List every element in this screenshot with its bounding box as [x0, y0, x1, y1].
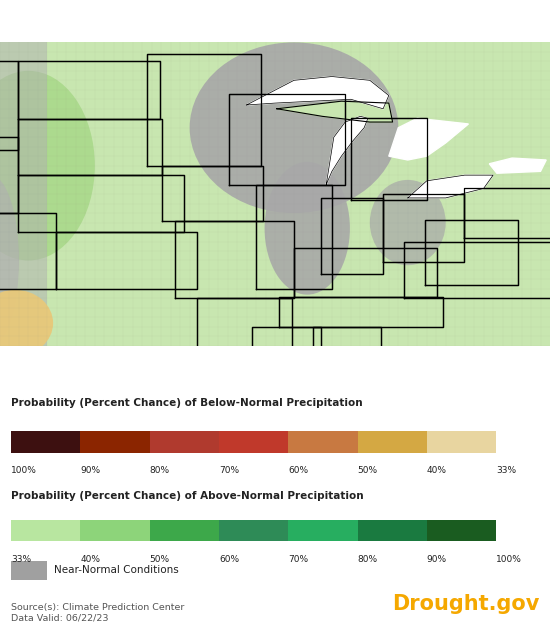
Text: 70%: 70%	[288, 555, 309, 564]
FancyBboxPatch shape	[11, 520, 80, 541]
FancyBboxPatch shape	[11, 561, 47, 580]
Polygon shape	[246, 76, 389, 109]
FancyBboxPatch shape	[288, 520, 358, 541]
FancyBboxPatch shape	[358, 520, 427, 541]
FancyBboxPatch shape	[80, 520, 150, 541]
Polygon shape	[408, 175, 493, 198]
Polygon shape	[326, 116, 368, 184]
FancyBboxPatch shape	[358, 431, 427, 452]
Text: 40%: 40%	[80, 555, 100, 564]
Ellipse shape	[0, 175, 19, 346]
Text: Drought.gov: Drought.gov	[392, 594, 539, 614]
Text: 50%: 50%	[150, 555, 170, 564]
Text: 100%: 100%	[11, 466, 37, 475]
Text: 80%: 80%	[358, 555, 378, 564]
Text: Probability (Percent Chance) of Below-Normal Precipitation: Probability (Percent Chance) of Below-No…	[11, 398, 362, 408]
FancyBboxPatch shape	[80, 431, 150, 452]
Ellipse shape	[0, 71, 95, 261]
Polygon shape	[389, 118, 469, 160]
Text: Probability (Percent Chance) of Above-Normal Precipitation: Probability (Percent Chance) of Above-No…	[11, 491, 364, 501]
FancyBboxPatch shape	[150, 431, 219, 452]
Polygon shape	[490, 158, 546, 173]
FancyBboxPatch shape	[427, 520, 496, 541]
Text: 33%: 33%	[496, 466, 516, 475]
Text: 60%: 60%	[288, 466, 309, 475]
FancyBboxPatch shape	[219, 520, 288, 541]
Text: 80%: 80%	[150, 466, 170, 475]
FancyBboxPatch shape	[427, 431, 496, 452]
Text: 100%: 100%	[496, 555, 522, 564]
Ellipse shape	[0, 290, 53, 356]
Text: 60%: 60%	[219, 555, 239, 564]
Text: Near-Normal Conditions: Near-Normal Conditions	[54, 566, 179, 576]
Text: Source(s): Climate Prediction Center
Data Valid: 06/22/23: Source(s): Climate Prediction Center Dat…	[11, 602, 184, 622]
Text: 70%: 70%	[219, 466, 239, 475]
Text: 40%: 40%	[427, 466, 447, 475]
FancyBboxPatch shape	[219, 431, 288, 452]
FancyBboxPatch shape	[288, 431, 358, 452]
Text: 33%: 33%	[11, 555, 31, 564]
Ellipse shape	[190, 42, 398, 213]
Text: 90%: 90%	[80, 466, 101, 475]
Text: 50%: 50%	[358, 466, 378, 475]
Ellipse shape	[265, 162, 350, 294]
Ellipse shape	[370, 180, 446, 265]
FancyBboxPatch shape	[150, 520, 219, 541]
Polygon shape	[277, 101, 393, 122]
Text: 90%: 90%	[427, 555, 447, 564]
FancyBboxPatch shape	[11, 431, 80, 452]
Bar	[0, 42, 47, 346]
